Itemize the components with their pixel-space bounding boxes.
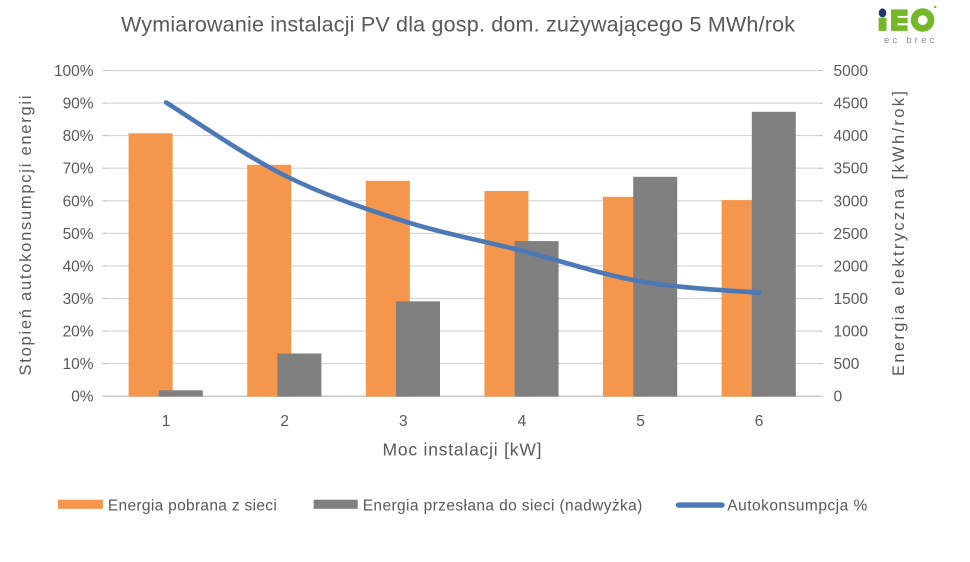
svg-text:20%: 20% xyxy=(63,324,94,341)
svg-text:10%: 10% xyxy=(63,356,94,373)
svg-text:Energia przesłana do sieci (na: Energia przesłana do sieci (nadwyżka) xyxy=(363,498,643,515)
svg-text:0: 0 xyxy=(834,389,843,406)
svg-text:2000: 2000 xyxy=(834,258,869,275)
svg-text:30%: 30% xyxy=(63,291,94,308)
svg-text:60%: 60% xyxy=(63,193,94,210)
svg-text:70%: 70% xyxy=(63,161,94,178)
svg-text:6: 6 xyxy=(755,413,764,430)
svg-text:Moc instalacji [kW]: Moc instalacji [kW] xyxy=(383,440,542,460)
svg-text:500: 500 xyxy=(834,356,860,373)
svg-text:90%: 90% xyxy=(63,96,94,113)
svg-text:5000: 5000 xyxy=(834,63,869,80)
svg-text:100%: 100% xyxy=(54,63,94,80)
svg-text:3: 3 xyxy=(399,413,408,430)
svg-text:3000: 3000 xyxy=(834,193,869,210)
svg-text:5: 5 xyxy=(636,413,645,430)
svg-text:1500: 1500 xyxy=(834,291,869,308)
svg-text:80%: 80% xyxy=(63,128,94,145)
svg-text:3500: 3500 xyxy=(834,161,869,178)
svg-text:4000: 4000 xyxy=(834,128,869,145)
svg-text:40%: 40% xyxy=(63,258,94,275)
svg-text:Stopień autokonsumpcji energii: Stopień autokonsumpcji energii xyxy=(17,96,35,376)
svg-text:Wymiarowanie instalacji PV dla: Wymiarowanie instalacji PV dla gosp. dom… xyxy=(121,13,795,37)
svg-text:ec brec: ec brec xyxy=(884,35,938,46)
svg-text:0%: 0% xyxy=(71,389,94,406)
svg-text:2: 2 xyxy=(280,413,289,430)
svg-text:Autokonsumpcja %: Autokonsumpcja % xyxy=(727,498,867,515)
svg-text:1000: 1000 xyxy=(834,324,869,341)
svg-text:2500: 2500 xyxy=(834,226,869,243)
svg-text:Energia pobrana z sieci: Energia pobrana z sieci xyxy=(108,498,277,515)
svg-text:4: 4 xyxy=(518,413,527,430)
svg-text:1: 1 xyxy=(162,413,171,430)
svg-text:50%: 50% xyxy=(63,226,94,243)
svg-text:4500: 4500 xyxy=(834,96,869,113)
